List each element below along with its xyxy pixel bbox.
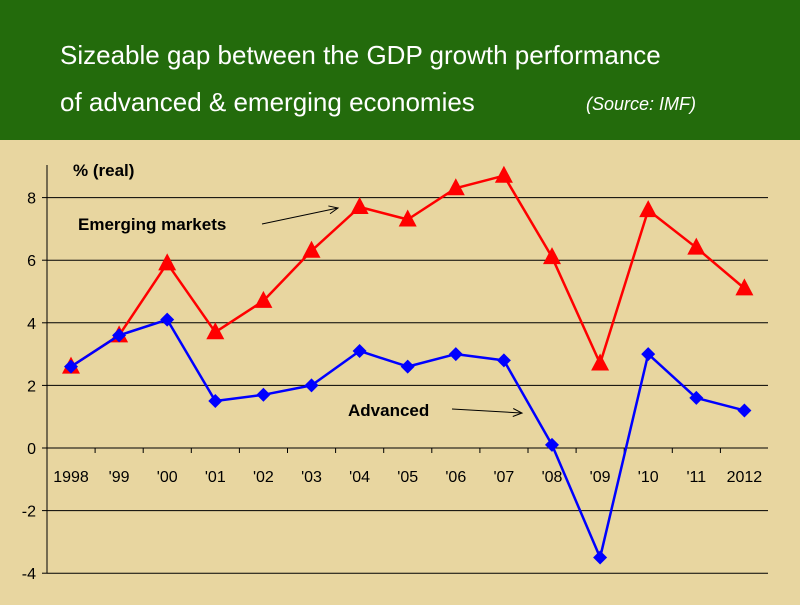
data-point-advanced (496, 353, 511, 368)
source-note: (Source: IMF) (586, 94, 697, 114)
annotation-arrowhead-emerging-markets (328, 205, 340, 215)
x-tick-label: '10 (638, 469, 659, 486)
y-tick-label: 2 (27, 378, 36, 395)
y-tick-label: 0 (27, 441, 36, 458)
data-point-advanced (64, 359, 78, 374)
y-tick-label: 8 (27, 191, 36, 208)
x-tick-label: '11 (686, 469, 706, 486)
data-point-advanced (256, 387, 271, 402)
slide-title-line-2: of advanced & emerging economies (60, 87, 475, 117)
x-tick-label: '08 (542, 469, 563, 486)
series-annotation-advanced: Advanced (348, 401, 429, 420)
slide-title-line-1: Sizeable gap between the GDP growth perf… (60, 40, 661, 70)
data-point-advanced (545, 437, 559, 452)
x-tick-label: '01 (205, 469, 226, 486)
x-tick-label: '05 (397, 469, 418, 486)
x-tick-label: '02 (253, 469, 274, 486)
data-point-advanced (208, 394, 223, 409)
x-tick-label: '09 (590, 469, 611, 486)
x-tick-label: '00 (157, 469, 178, 486)
y-tick-label: 4 (27, 316, 36, 333)
gdp-growth-line-chart: -4 -2 0 2 4 6 8 1998 '99 '00 '01 '02 '03 '04 '05 '06 '07… (22, 161, 768, 583)
data-point-advanced (400, 359, 415, 374)
data-point-advanced (160, 312, 175, 327)
x-tick-label: '99 (109, 469, 130, 486)
y-tick-label: -2 (22, 504, 36, 521)
title-banner: Sizeable gap between the GDP growth perf… (0, 0, 800, 140)
x-tick-label: 1998 (53, 469, 89, 486)
data-point-advanced (689, 390, 704, 405)
data-point-advanced (593, 550, 608, 565)
data-point-emerging-markets (254, 290, 273, 308)
data-point-emerging-markets (398, 209, 417, 227)
y-tick-label: 6 (27, 253, 36, 270)
data-point-emerging-markets (494, 165, 513, 183)
data-point-emerging-markets (350, 196, 369, 214)
y-tick-label: -4 (22, 566, 36, 583)
chart-area: -4 -2 0 2 4 6 8 1998 '99 '00 '01 '02 '03 '04 '05 '06 '07… (0, 140, 800, 600)
data-point-emerging-markets (446, 178, 465, 196)
data-point-emerging-markets (206, 322, 225, 340)
y-axis-label: % (real) (73, 161, 134, 180)
series-annotation-emerging-markets: Emerging markets (78, 215, 226, 234)
data-point-advanced (641, 347, 656, 362)
annotation-arrowhead-advanced (512, 408, 524, 417)
annotation-arrow-advanced (451, 408, 523, 414)
x-tick-label: '04 (349, 469, 370, 486)
annotation-arrow-emerging-markets (261, 207, 339, 225)
x-tick-label: '07 (493, 469, 514, 486)
data-point-emerging-markets (158, 253, 177, 271)
data-point-advanced (448, 347, 463, 362)
x-tick-label: '03 (301, 469, 322, 486)
series-line-emerging-markets (70, 174, 746, 368)
data-point-advanced (304, 378, 319, 393)
data-point-emerging-markets (735, 278, 754, 296)
x-tick-label: '06 (445, 469, 466, 486)
data-point-emerging-markets (591, 353, 610, 371)
data-point-emerging-markets (639, 200, 658, 218)
data-point-advanced (737, 403, 752, 418)
x-tick-label: 2012 (727, 469, 763, 486)
data-point-emerging-markets (543, 247, 561, 265)
data-point-emerging-markets (687, 237, 706, 255)
data-point-advanced (352, 343, 367, 358)
data-point-emerging-markets (302, 240, 321, 258)
data-point-advanced (112, 328, 127, 343)
